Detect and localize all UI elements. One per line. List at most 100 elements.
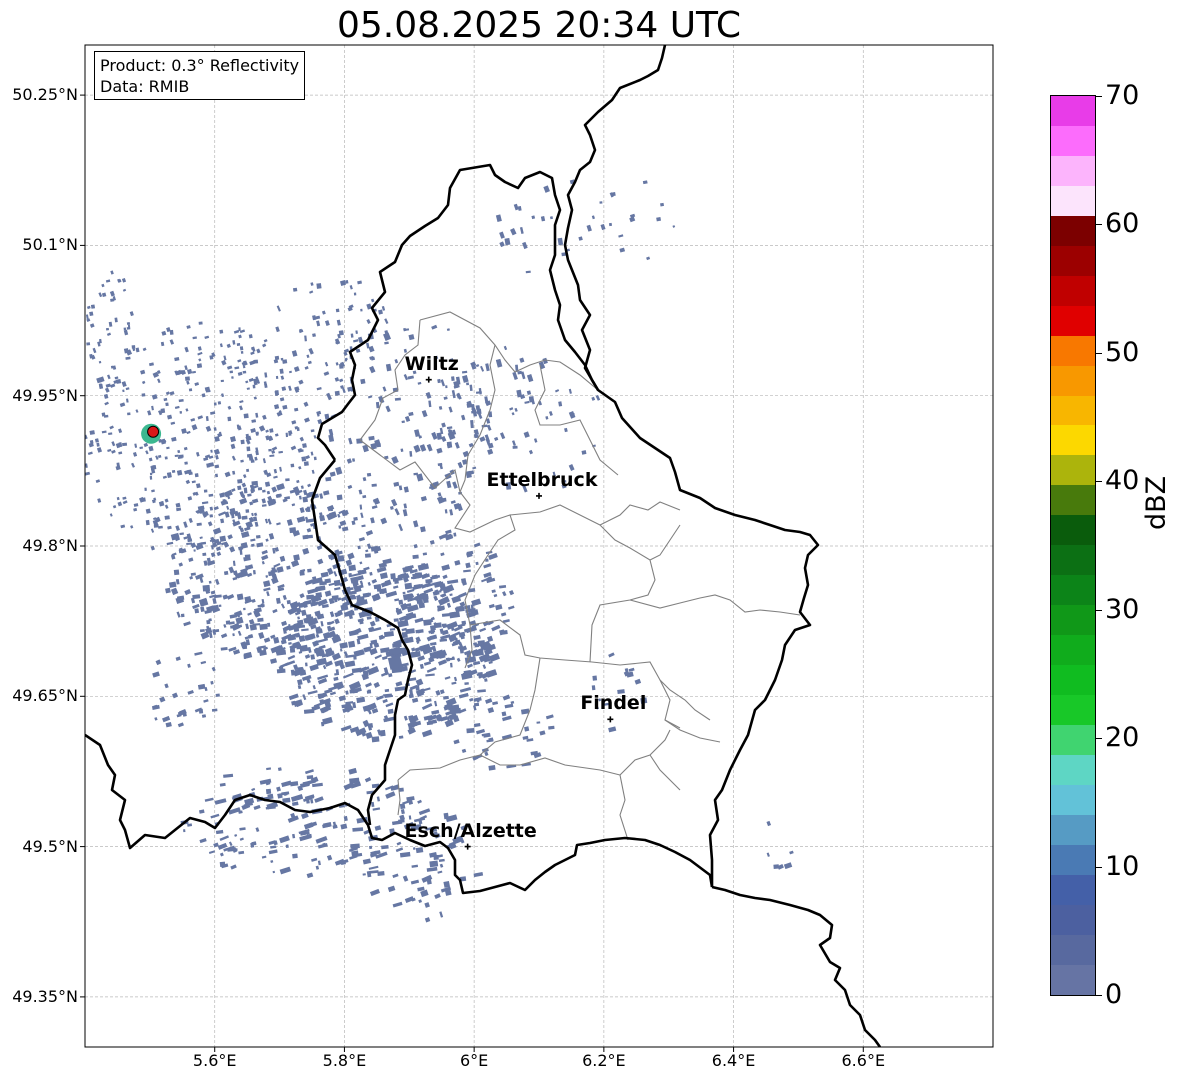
echo-cell [257, 487, 263, 491]
echo-cell [486, 576, 493, 581]
echo-cell [227, 534, 233, 540]
echo-cell [179, 532, 184, 536]
echo-cell [383, 631, 394, 638]
echo-cell [479, 653, 489, 661]
echo-cell [473, 429, 479, 436]
echo-cell [405, 328, 410, 331]
echo-cell [470, 420, 474, 429]
echo-cell [98, 383, 104, 389]
echo-cell [215, 578, 220, 585]
echo-cell [356, 575, 364, 581]
echo-cell [429, 539, 435, 545]
echo-cell [451, 376, 455, 381]
colorbar-segment [1051, 365, 1095, 396]
echo-cell [419, 592, 426, 596]
echo-cell [634, 678, 642, 685]
echo-cell [232, 519, 237, 526]
echo-cell [307, 534, 313, 539]
echo-cell [394, 397, 401, 401]
echo-cell [416, 593, 421, 599]
echo-cell [394, 686, 406, 692]
echo-cell [373, 642, 380, 648]
echo-cell [406, 796, 415, 802]
echo-cell [513, 203, 519, 211]
echo-cell [245, 509, 250, 513]
echo-cell [322, 664, 327, 670]
echo-cell [118, 279, 122, 283]
echo-cell [366, 870, 372, 878]
echo-cell [262, 343, 267, 348]
echo-cell [305, 676, 311, 684]
echo-cell [382, 698, 388, 704]
echo-cell [339, 520, 347, 527]
echo-cell [449, 631, 461, 638]
city-label: Wiltz [404, 352, 459, 375]
echo-cell [656, 217, 662, 222]
echo-cell [437, 596, 450, 606]
echo-cell [435, 355, 439, 360]
echo-cell [194, 473, 199, 478]
echo-cell [229, 546, 236, 553]
colorbar-tick-label: 50 [1105, 336, 1140, 368]
echo-cell [456, 503, 463, 512]
echo-cell [380, 647, 390, 654]
echo-cell [287, 606, 299, 615]
echo-cell [388, 648, 393, 655]
echo-cell [392, 873, 399, 879]
echo-cell [369, 647, 378, 656]
echo-cell [499, 231, 505, 239]
echo-cell [362, 477, 367, 482]
echo-cell [473, 542, 481, 548]
echo-cell [352, 702, 357, 709]
echo-cell [265, 429, 269, 433]
echo-cell [426, 667, 437, 673]
echo-cell [369, 888, 380, 897]
echo-cell [226, 505, 230, 510]
city-markers [425, 376, 614, 850]
echo-cell [478, 676, 482, 679]
echo-cell [344, 660, 356, 668]
echo-cell [113, 380, 118, 384]
echo-cell [284, 660, 296, 667]
echo-cell [273, 840, 278, 846]
echo-cell [139, 446, 144, 450]
echo-cell [462, 459, 468, 465]
echo-cell [231, 488, 236, 493]
echo-cell [263, 469, 269, 475]
echo-cell [441, 593, 447, 598]
echo-cell [345, 654, 355, 658]
echo-cell [307, 360, 312, 365]
echo-cell [237, 485, 242, 491]
echo-cell [162, 715, 171, 723]
echo-cell [129, 311, 134, 317]
echo-cell [336, 684, 345, 690]
colorbar-tick-label: 60 [1105, 208, 1140, 240]
echo-cell [485, 400, 492, 407]
echo-cell [168, 581, 177, 588]
echo-cell [299, 646, 311, 652]
echo-cell [266, 591, 270, 597]
echo-cell [501, 711, 507, 717]
colorbar-segment [1051, 185, 1095, 216]
echo-cell [97, 341, 101, 347]
echo-cell [255, 450, 259, 456]
echo-cell [239, 400, 244, 404]
colorbar-tick [1096, 352, 1102, 354]
echo-cell [355, 330, 358, 334]
echo-cell [167, 472, 172, 478]
echo-cell [533, 752, 542, 759]
echo-cell [568, 464, 575, 471]
echo-cell [98, 292, 103, 298]
echo-cell [200, 541, 207, 545]
echo-cell [293, 699, 303, 708]
echo-cell [235, 616, 244, 625]
echo-cell [310, 282, 314, 286]
echo-cell [421, 874, 433, 883]
echo-cell [246, 453, 253, 458]
echo-cell [251, 419, 257, 423]
echo-cell [439, 689, 445, 695]
echo-cell [528, 396, 535, 403]
echo-cell [311, 577, 323, 585]
echo-cell [270, 658, 278, 664]
echo-cell [441, 422, 446, 428]
